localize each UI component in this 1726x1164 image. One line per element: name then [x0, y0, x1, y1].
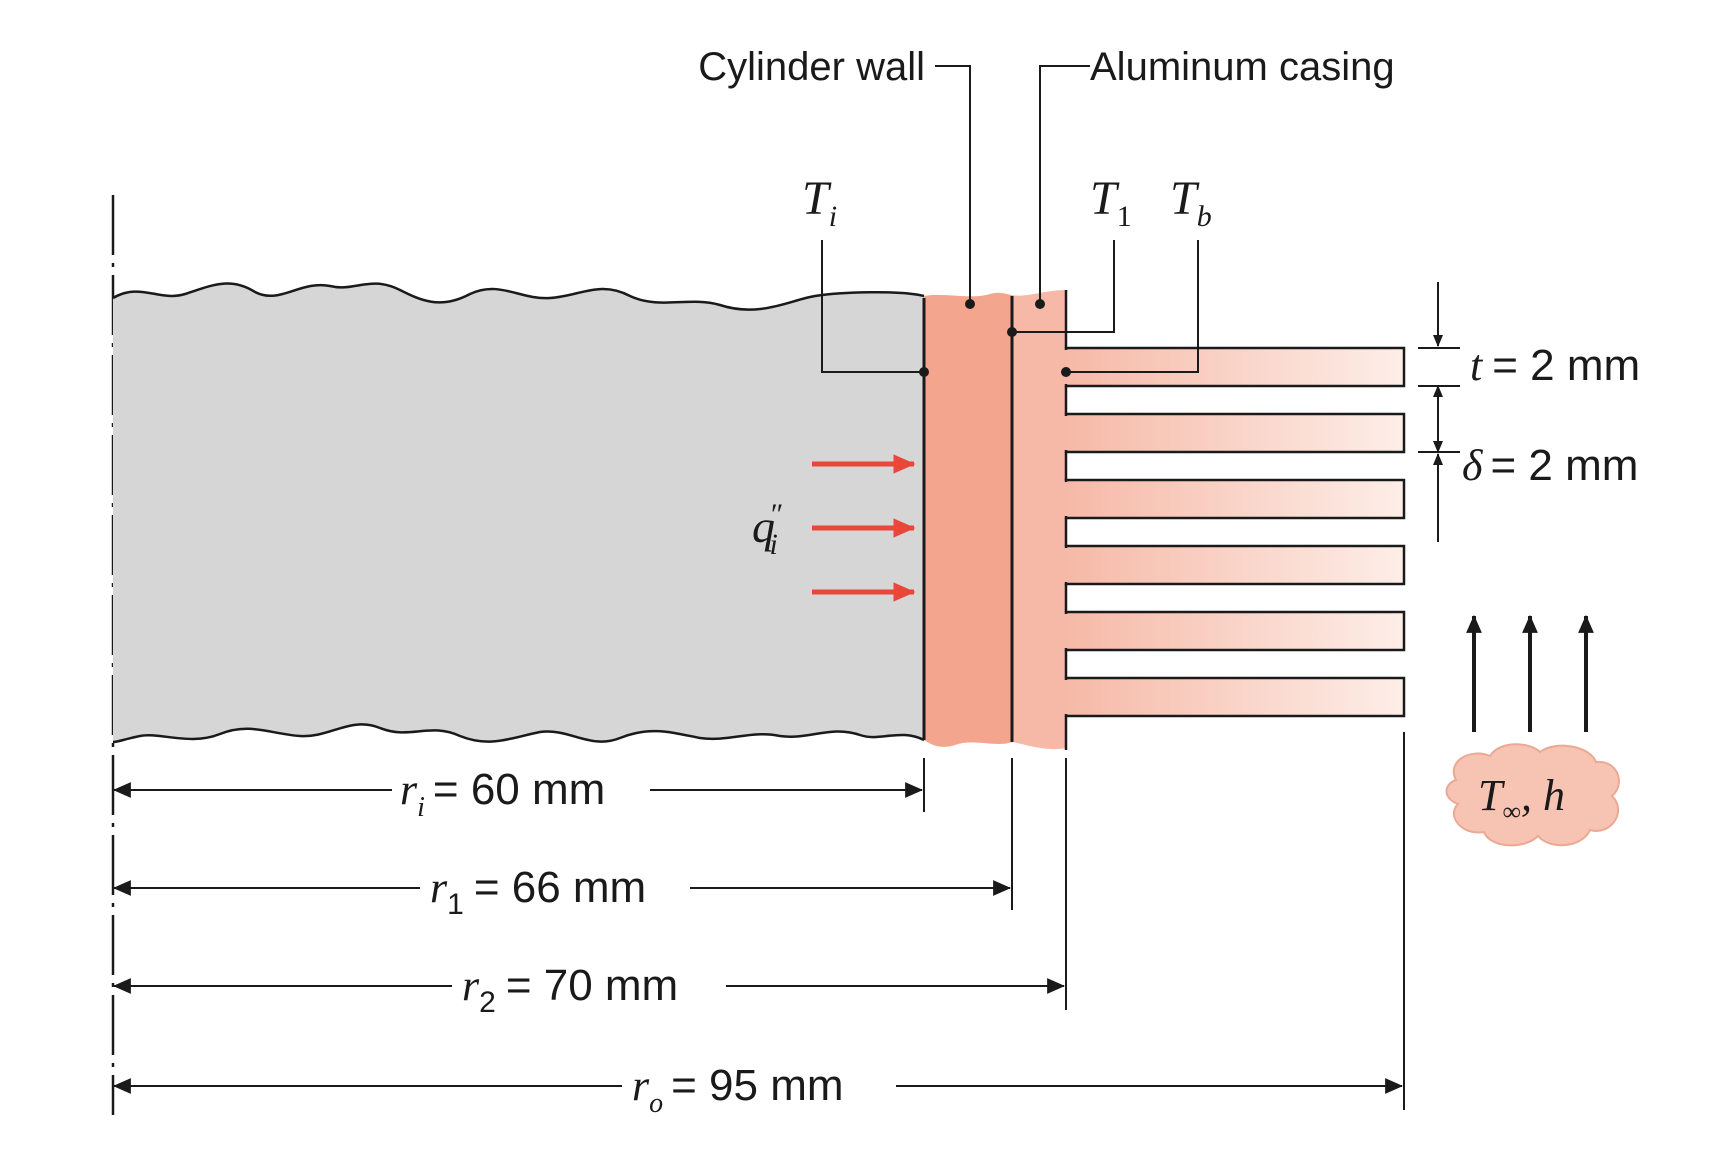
fin-dimension-lines	[1418, 282, 1460, 542]
cylinder-bottom-edge	[112, 723, 925, 744]
cylinder-wall-label: Cylinder wall	[698, 45, 925, 89]
radius-outer-label: ro = 95 mm	[632, 1061, 844, 1119]
fluid-label: T∞, h	[1478, 771, 1565, 826]
radius-dimensions	[112, 782, 1404, 1094]
fin-spacing-label: δ = 2 mm	[1462, 441, 1638, 490]
fin	[1064, 346, 1406, 388]
heat-flux-label: q″ i	[752, 498, 782, 561]
temp-inner-leader	[821, 240, 924, 373]
fins	[1064, 346, 1406, 718]
fin	[1064, 544, 1406, 586]
fluid-cloud	[1445, 743, 1620, 847]
fin	[1064, 412, 1406, 454]
aluminum-casing-leader	[1039, 65, 1090, 304]
cylinder-wall-leader	[935, 65, 971, 304]
heat-flux-arrows	[812, 454, 916, 602]
leader-lines	[821, 65, 1199, 373]
fin	[1064, 610, 1406, 652]
temp-base-leader	[1066, 240, 1199, 373]
radius-extension-lines	[923, 732, 1405, 1110]
cylinder-wall	[924, 292, 1012, 747]
cylinder-interior	[113, 283, 924, 742]
fin	[1064, 478, 1406, 520]
temp-one-leader	[1012, 240, 1115, 333]
temp-base-label: Tb	[1170, 172, 1212, 233]
aluminum-casing-label: Aluminum casing	[1090, 45, 1395, 89]
cylinder-top-edge	[112, 282, 925, 311]
probe-dots	[919, 299, 1071, 377]
radius-inner-label: ri = 60 mm	[400, 765, 605, 823]
temp-one-label: T1	[1090, 172, 1132, 233]
radius-one-label: r1 = 66 mm	[430, 863, 646, 921]
fin	[1064, 676, 1406, 718]
fin-thickness-label: t = 2 mm	[1470, 341, 1640, 390]
convection-arrows	[1466, 614, 1594, 732]
temp-inner-label: Ti	[802, 172, 837, 233]
aluminum-casing-base	[1012, 290, 1066, 750]
radius-two-label: r2 = 70 mm	[462, 961, 678, 1019]
